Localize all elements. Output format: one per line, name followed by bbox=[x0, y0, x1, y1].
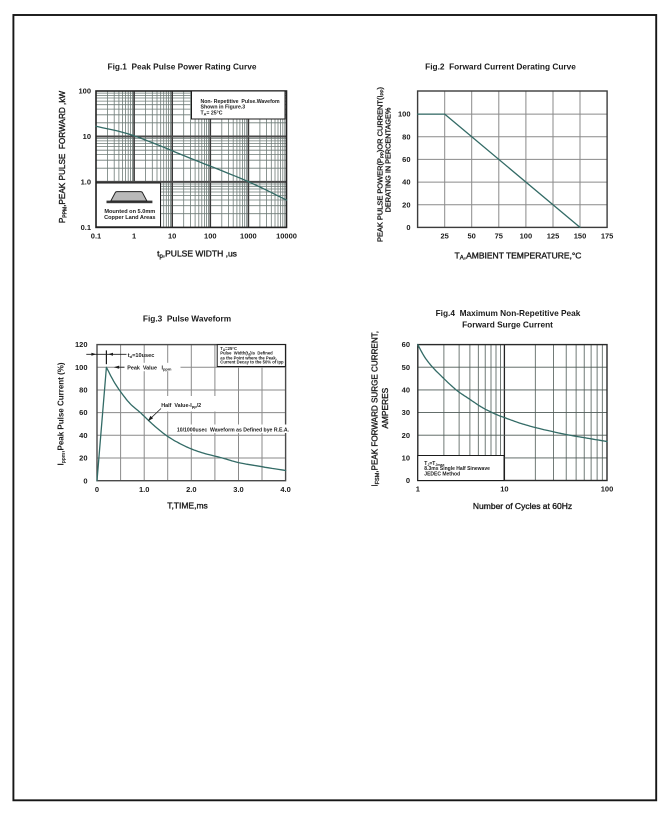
svg-text:as the Point where the Peak,: as the Point where the Peak, bbox=[220, 355, 277, 360]
svg-text:PPPM,PEAK PULSE FORWARD ,kW: PPPM,PEAK PULSE FORWARD ,kW bbox=[58, 91, 68, 224]
svg-text:20: 20 bbox=[402, 431, 410, 440]
svg-text:1.0: 1.0 bbox=[81, 178, 91, 187]
svg-text:Fig.1 Peak Pulse Power Rating: Fig.1 Peak Pulse Power Rating Curve bbox=[108, 62, 257, 72]
svg-text:40: 40 bbox=[402, 386, 410, 395]
svg-text:25: 25 bbox=[441, 232, 449, 241]
svg-text:30: 30 bbox=[402, 408, 410, 417]
svg-text:Ippm,Peak Pulse Current (%): Ippm,Peak Pulse Current (%) bbox=[57, 362, 67, 465]
svg-text:100: 100 bbox=[601, 485, 614, 494]
svg-text:60: 60 bbox=[402, 155, 410, 164]
svg-text:AMPERES: AMPERES bbox=[380, 387, 390, 428]
svg-text:20: 20 bbox=[79, 454, 87, 463]
svg-text:Pulse Width(td)is Defined: Pulse Width(td)is Defined bbox=[220, 351, 273, 357]
svg-text:0.1: 0.1 bbox=[91, 232, 101, 241]
svg-text:td=10usec: td=10usec bbox=[128, 353, 155, 359]
svg-text:Non- Repetitive Pulse.Wavefom: Non- Repetitive Pulse.Wavefom bbox=[201, 99, 280, 105]
svg-text:0: 0 bbox=[83, 476, 87, 485]
svg-text:DERATING IN PERCENTAGE%: DERATING IN PERCENTAGE% bbox=[384, 107, 393, 212]
svg-text:PEAK PULSE POWER(PPP)OR CURR: PEAK PULSE POWER(PPP)OR CURRENT(IPP) bbox=[376, 86, 385, 242]
svg-text:tp,PULSE WIDTH ,us: tp,PULSE WIDTH ,us bbox=[157, 249, 237, 260]
svg-text:20: 20 bbox=[402, 200, 410, 209]
svg-text:T,TIME,ms: T,TIME,ms bbox=[167, 501, 208, 511]
svg-text:50: 50 bbox=[468, 232, 476, 241]
svg-text:75: 75 bbox=[495, 232, 503, 241]
svg-text:TA=25°C: TA=25°C bbox=[220, 346, 237, 352]
svg-text:Number of Cycles at 60Hz: Number of Cycles at 60Hz bbox=[473, 501, 572, 511]
svg-text:3.0: 3.0 bbox=[233, 485, 243, 494]
svg-text:100: 100 bbox=[398, 110, 411, 119]
svg-text:10000: 10000 bbox=[276, 232, 297, 241]
svg-text:Current Decay to the 50% of Ip: Current Decay to the 50% of Ipp bbox=[220, 360, 284, 365]
svg-text:10: 10 bbox=[500, 485, 508, 494]
svg-text:100: 100 bbox=[75, 363, 88, 372]
svg-text:JEDEC Method: JEDEC Method bbox=[424, 472, 460, 478]
svg-text:100: 100 bbox=[204, 232, 217, 241]
svg-text:175: 175 bbox=[601, 232, 614, 241]
svg-text:Fig.3 Pulse Waveform: Fig.3 Pulse Waveform bbox=[143, 313, 231, 323]
svg-text:1: 1 bbox=[132, 232, 136, 241]
svg-text:40: 40 bbox=[79, 431, 87, 440]
svg-text:80: 80 bbox=[79, 386, 87, 395]
svg-text:100: 100 bbox=[78, 87, 91, 96]
svg-text:1.0: 1.0 bbox=[139, 485, 149, 494]
svg-text:2.0: 2.0 bbox=[186, 485, 196, 494]
svg-text:0: 0 bbox=[406, 476, 410, 485]
svg-text:4.0: 4.0 bbox=[280, 485, 290, 494]
svg-text:TA= 25°C: TA= 25°C bbox=[201, 111, 223, 117]
svg-text:Copper Land Areas: Copper Land Areas bbox=[104, 215, 155, 221]
svg-text:0.1: 0.1 bbox=[81, 223, 91, 232]
svg-text:0: 0 bbox=[406, 223, 410, 232]
svg-text:TJ=TJmax: TJ=TJmax bbox=[424, 461, 444, 467]
svg-text:Fig.4 Maximum Non-Repetitive: Fig.4 Maximum Non-Repetitive Peak bbox=[436, 308, 581, 318]
svg-text:Fig.2 Forward Current Deratin: Fig.2 Forward Current Derating Curve bbox=[425, 62, 576, 72]
svg-text:10: 10 bbox=[168, 232, 176, 241]
svg-text:IFSM,PEAK FORWARD SURGE CURREN: IFSM,PEAK FORWARD SURGE CURRENT, bbox=[371, 331, 382, 487]
svg-text:60: 60 bbox=[402, 340, 410, 349]
svg-text:80: 80 bbox=[402, 132, 410, 141]
svg-text:1000: 1000 bbox=[240, 232, 257, 241]
svg-text:8.3ms Single Half Sinewave: 8.3ms Single Half Sinewave bbox=[424, 466, 490, 472]
svg-text:100: 100 bbox=[520, 232, 533, 241]
svg-text:60: 60 bbox=[79, 408, 87, 417]
svg-text:125: 125 bbox=[547, 232, 560, 241]
svg-text:10: 10 bbox=[402, 454, 410, 463]
svg-text:Forward Surge Current: Forward Surge Current bbox=[462, 319, 553, 329]
svg-text:Half Value-Ipp/2: Half Value-Ipp/2 bbox=[161, 403, 201, 409]
svg-text:0: 0 bbox=[95, 485, 99, 494]
svg-text:Mounted on 5.0mm: Mounted on 5.0mm bbox=[104, 209, 155, 215]
svg-text:10/1000usec Waveform as Defin: 10/1000usec Waveform as Defined bye R.E.… bbox=[177, 428, 290, 434]
svg-text:50: 50 bbox=[402, 363, 410, 372]
svg-text:40: 40 bbox=[402, 178, 410, 187]
svg-text:Shown in Figure.3: Shown in Figure.3 bbox=[201, 105, 246, 111]
svg-text:120: 120 bbox=[75, 340, 88, 349]
svg-text:Peak Value Ippm: Peak Value Ippm bbox=[127, 366, 172, 372]
svg-text:150: 150 bbox=[574, 232, 587, 241]
svg-text:10: 10 bbox=[83, 132, 91, 141]
svg-text:TA,AMBIENT TEMPERATURE,°C: TA,AMBIENT TEMPERATURE,°C bbox=[455, 250, 582, 261]
svg-text:1: 1 bbox=[416, 485, 420, 494]
